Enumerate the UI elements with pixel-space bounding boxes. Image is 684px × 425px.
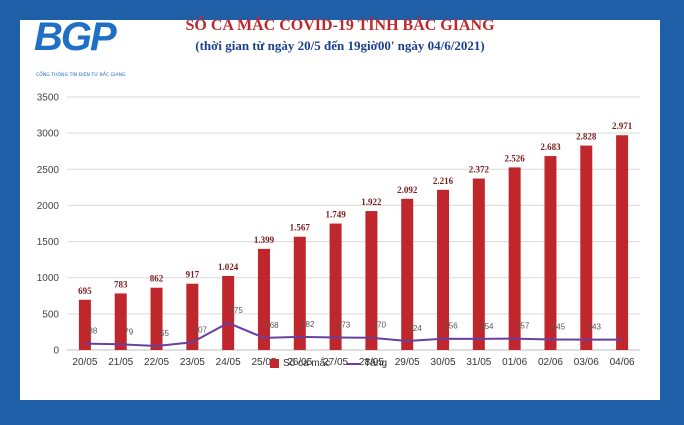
x-tick-label: 26/05 <box>287 357 312 368</box>
y-tick-label: 500 <box>42 309 59 320</box>
bar <box>222 275 235 350</box>
bar <box>150 287 163 350</box>
line-value-label: 375 <box>229 306 243 315</box>
legend-label-bar: Số ca mắc <box>283 358 331 369</box>
x-tick-label: 24/05 <box>216 357 241 368</box>
y-tick-label: 3000 <box>37 129 60 140</box>
bar-value-label: 783 <box>114 279 128 289</box>
line-value-label: 145 <box>552 323 566 332</box>
logo-mark: BGP <box>34 15 117 59</box>
line-value-label: 55 <box>160 329 169 338</box>
x-tick-label: 25/05 <box>251 357 276 368</box>
bar-value-label: 1.567 <box>290 223 311 233</box>
chart-subtitle: (thời gian từ ngày 20/5 đến 19giờ00' ngà… <box>195 38 485 53</box>
bar-value-label: 2.092 <box>397 185 418 195</box>
x-tick-label: 30/05 <box>431 357 456 368</box>
logo: BGP CỔNG THÔNG TIN ĐIỆN TỬ BẮC GIANG <box>34 17 146 89</box>
legend-swatch-bar <box>270 359 279 368</box>
line-value-label: 173 <box>337 320 351 329</box>
y-tick-label: 2000 <box>37 201 60 212</box>
bar <box>544 156 557 350</box>
bar-value-label: 1.922 <box>361 197 382 207</box>
bar-value-label: 1.399 <box>254 235 275 245</box>
line-value-label: 182 <box>301 320 315 329</box>
bar <box>186 283 199 350</box>
line-value-label: 124 <box>409 324 423 333</box>
x-tick-label: 23/05 <box>180 357 205 368</box>
legend-item-bar: Số ca mắc <box>270 358 330 369</box>
y-tick-label: 3500 <box>37 93 60 104</box>
bar-value-label: 2.372 <box>469 165 490 175</box>
bar <box>401 198 414 350</box>
line-value-label: 154 <box>480 322 494 331</box>
bar-value-label: 695 <box>78 286 92 296</box>
line-value-label: 157 <box>516 322 530 331</box>
bar-value-label: 862 <box>150 274 164 284</box>
x-tick-label: 29/05 <box>395 357 420 368</box>
bar <box>508 167 521 350</box>
line-value-label: 79 <box>124 327 133 336</box>
line-value-label: 170 <box>373 321 387 330</box>
line-value-label: 156 <box>444 322 458 331</box>
legend-item-line: Tăng <box>346 358 387 369</box>
x-tick-label: 03/06 <box>574 357 599 368</box>
bar-value-label: 2.971 <box>612 121 633 131</box>
x-tick-label: 27/05 <box>323 357 348 368</box>
bar <box>293 236 306 350</box>
bar <box>437 189 450 350</box>
bar-value-label: 1.024 <box>218 262 239 272</box>
y-tick-label: 2500 <box>37 165 60 176</box>
logo-caption: CỔNG THÔNG TIN ĐIỆN TỬ BẮC GIANG <box>36 73 126 78</box>
bar-value-label: 2.828 <box>576 132 597 142</box>
y-tick-label: 0 <box>53 346 59 357</box>
bar-value-label: 1.749 <box>325 210 346 220</box>
chart-title: SỐ CA MẮC COVID-19 TỈNH BẮC GIANG <box>185 17 495 34</box>
bar <box>472 178 485 350</box>
line-value-label: 107 <box>194 325 208 334</box>
y-tick-label: 1500 <box>37 237 60 248</box>
bar <box>365 211 378 350</box>
x-tick-label: 04/06 <box>610 357 635 368</box>
bar-value-label: 2.216 <box>433 176 454 186</box>
legend: Số ca mắc Tăng <box>270 358 403 369</box>
line-value-label: 143 <box>588 323 602 332</box>
x-tick-label: 22/05 <box>144 357 169 368</box>
series-line-tang <box>84 321 623 348</box>
bar <box>580 145 593 350</box>
bar-value-label: 917 <box>186 270 200 280</box>
bar <box>78 299 91 350</box>
bar <box>329 223 342 350</box>
x-tick-label: 31/05 <box>466 357 491 368</box>
legend-swatch-line <box>346 362 361 365</box>
bar-value-label: 2.526 <box>505 153 526 163</box>
y-tick-label: 1000 <box>37 273 60 284</box>
bar <box>257 248 270 350</box>
bar <box>616 135 629 350</box>
x-tick-label: 01/06 <box>502 357 527 368</box>
line-value-label: 88 <box>88 327 97 336</box>
x-tick-label: 21/05 <box>108 357 133 368</box>
x-tick-label: 02/06 <box>538 357 563 368</box>
bar-value-label: 2.683 <box>540 142 561 152</box>
bar <box>114 293 127 350</box>
x-tick-label: 20/05 <box>72 357 97 368</box>
line-value-label: 168 <box>265 321 279 330</box>
x-tick-label: 28/05 <box>359 357 384 368</box>
legend-label-line: Tăng <box>364 358 388 369</box>
